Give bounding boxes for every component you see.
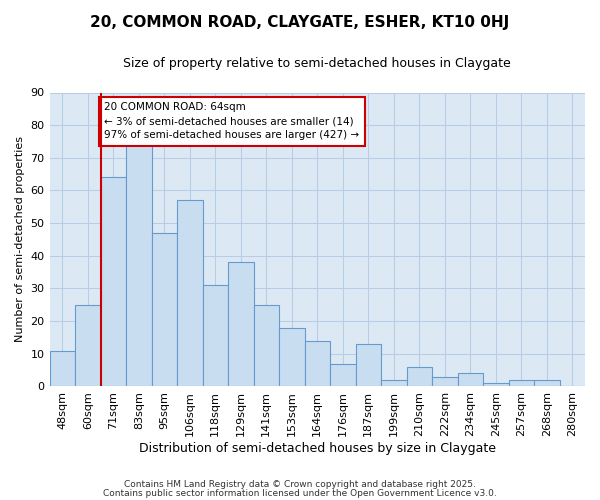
Text: 20, COMMON ROAD, CLAYGATE, ESHER, KT10 0HJ: 20, COMMON ROAD, CLAYGATE, ESHER, KT10 0…	[91, 15, 509, 30]
Bar	[305, 340, 330, 386]
Bar	[330, 364, 356, 386]
Bar	[356, 344, 381, 387]
Bar	[50, 350, 75, 386]
Bar	[509, 380, 534, 386]
Bar	[432, 376, 458, 386]
Bar	[483, 383, 509, 386]
Y-axis label: Number of semi-detached properties: Number of semi-detached properties	[15, 136, 25, 342]
Bar	[228, 262, 254, 386]
Title: Size of property relative to semi-detached houses in Claygate: Size of property relative to semi-detach…	[124, 58, 511, 70]
X-axis label: Distribution of semi-detached houses by size in Claygate: Distribution of semi-detached houses by …	[139, 442, 496, 455]
Text: Contains public sector information licensed under the Open Government Licence v3: Contains public sector information licen…	[103, 488, 497, 498]
Bar	[407, 367, 432, 386]
Text: Contains HM Land Registry data © Crown copyright and database right 2025.: Contains HM Land Registry data © Crown c…	[124, 480, 476, 489]
Bar	[458, 374, 483, 386]
Bar	[534, 380, 560, 386]
Bar	[254, 305, 279, 386]
Bar	[279, 328, 305, 386]
Bar	[381, 380, 407, 386]
Bar	[177, 200, 203, 386]
Bar	[101, 178, 126, 386]
Bar	[152, 233, 177, 386]
Bar	[75, 305, 101, 386]
Text: 20 COMMON ROAD: 64sqm
← 3% of semi-detached houses are smaller (14)
97% of semi-: 20 COMMON ROAD: 64sqm ← 3% of semi-detac…	[104, 102, 359, 141]
Bar	[126, 145, 152, 386]
Bar	[203, 285, 228, 386]
